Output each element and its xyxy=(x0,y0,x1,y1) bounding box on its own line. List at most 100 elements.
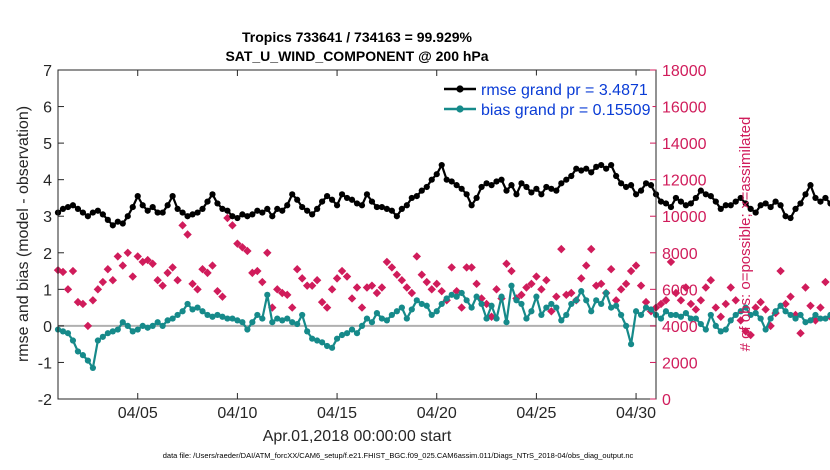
bias-point xyxy=(508,282,515,289)
rmse-point xyxy=(618,180,625,187)
bias-point xyxy=(787,311,794,319)
rmse-point xyxy=(752,209,759,216)
rmse-point xyxy=(757,202,764,209)
rmse-point xyxy=(802,191,809,198)
bias-point xyxy=(573,297,580,304)
obs-count-point xyxy=(302,281,312,290)
rmse-point xyxy=(488,182,495,189)
bias-point xyxy=(259,315,266,322)
bias-point xyxy=(144,324,151,331)
rmse-point xyxy=(304,207,311,214)
bias-point xyxy=(274,315,281,322)
y-tick-label: 7 xyxy=(43,63,52,80)
rmse-point xyxy=(677,198,685,205)
obs-count-point xyxy=(297,274,307,283)
rmse-point xyxy=(59,205,67,213)
obs-count-point xyxy=(691,305,701,314)
obs-count-point xyxy=(283,290,292,300)
y-tick-label: 3 xyxy=(43,209,52,226)
obs-count-point xyxy=(228,221,237,230)
obs-count-point xyxy=(671,288,681,298)
bias-point xyxy=(184,300,191,308)
rmse-point xyxy=(119,220,126,227)
rmse-point xyxy=(279,207,286,214)
plot-area xyxy=(53,161,830,372)
y-tick-label: 0 xyxy=(43,319,52,336)
chart-title: Tropics 733641 / 734163 = 99.929% xyxy=(242,29,473,45)
rmse-point xyxy=(742,200,749,207)
rmse-point xyxy=(543,183,550,191)
rmse-point xyxy=(289,191,296,198)
bias-point xyxy=(443,295,450,302)
bias-point xyxy=(284,315,291,322)
bias-point xyxy=(473,293,480,300)
bias-point xyxy=(189,306,196,313)
y-axis-left: -2 -1 0 1 2 3 4 5 6 7 xyxy=(38,63,64,409)
obs-count-point xyxy=(631,261,641,270)
rmse-point xyxy=(284,202,291,209)
rmse-point xyxy=(627,182,635,189)
rmse-point xyxy=(358,202,366,209)
obs-count-point xyxy=(721,299,730,309)
rmse-point xyxy=(104,216,111,223)
bias-point xyxy=(194,304,201,311)
bias-point xyxy=(812,311,819,319)
bias-point xyxy=(309,335,316,342)
rmse-point xyxy=(588,169,595,176)
bias-point xyxy=(393,308,400,315)
rmse-point xyxy=(99,211,106,218)
rmse-point xyxy=(772,198,779,205)
rmse-point xyxy=(732,198,739,205)
y2-tick-label: 6000 xyxy=(662,282,698,299)
obs-count-point xyxy=(253,266,262,276)
rmse-point xyxy=(528,189,535,196)
obs-count-point xyxy=(392,270,402,279)
obs-count-point xyxy=(751,303,760,312)
legend-bias-label: bias grand pr = 0.15509 xyxy=(481,102,651,119)
rmse-point xyxy=(538,191,545,198)
obs-count-point xyxy=(427,285,436,294)
rmse-point xyxy=(264,205,271,213)
rmse-point xyxy=(672,194,680,202)
legend: rmse grand pr = 3.4871 bias grand pr = 0… xyxy=(439,75,653,121)
rmse-point xyxy=(229,213,236,220)
obs-count-point xyxy=(407,288,417,298)
bias-point xyxy=(418,300,425,308)
bias-point xyxy=(618,311,625,319)
obs-count-point xyxy=(153,275,162,285)
bias-point xyxy=(598,300,605,308)
rmse-point xyxy=(807,182,814,189)
rmse-point xyxy=(79,209,87,216)
rmse-point xyxy=(234,214,241,222)
rmse-point xyxy=(244,213,251,220)
obs-count-point xyxy=(402,283,412,292)
rmse-point xyxy=(682,202,690,209)
rmse-point xyxy=(418,187,425,194)
bias-point xyxy=(129,328,136,335)
bias-point xyxy=(613,302,620,309)
rmse-point xyxy=(378,203,386,211)
rmse-point xyxy=(692,194,699,202)
rmse-point xyxy=(124,213,131,220)
obs-count-point xyxy=(322,303,332,312)
bias-point xyxy=(672,311,680,319)
bias-point xyxy=(538,311,545,319)
bias-point xyxy=(727,317,734,324)
rmse-point xyxy=(179,209,186,216)
x-axis-label: Apr.01,2018 00:00:00 start xyxy=(263,428,452,445)
rmse-point xyxy=(324,193,331,200)
bias-point xyxy=(99,333,106,340)
bias-point xyxy=(239,319,246,326)
bias-point xyxy=(119,319,126,326)
obs-count-point xyxy=(522,283,531,292)
rmse-point xyxy=(249,211,256,218)
obs-count-point xyxy=(557,244,566,254)
bias-point xyxy=(568,300,575,308)
obs-count-point xyxy=(417,270,426,279)
bias-point xyxy=(662,308,670,315)
bias-point xyxy=(254,311,261,319)
rmse-point xyxy=(219,205,226,213)
rmse-point xyxy=(299,203,306,211)
rmse-point xyxy=(697,187,704,194)
bias-point xyxy=(134,326,141,333)
